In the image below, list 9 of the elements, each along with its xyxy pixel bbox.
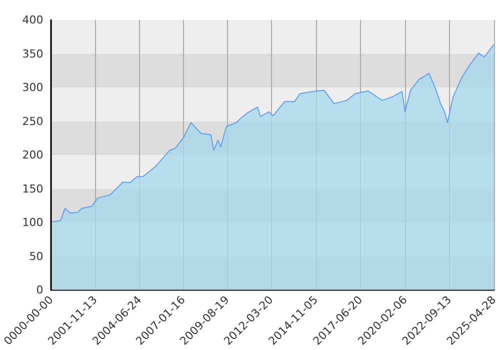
y-tick-label: 0 bbox=[36, 284, 44, 296]
y-tick-label: 100 bbox=[22, 216, 44, 229]
y-tick-label: 350 bbox=[22, 47, 44, 60]
y-tick-label: 300 bbox=[22, 81, 44, 94]
y-tick-label: 150 bbox=[22, 182, 44, 196]
y-tick-label: 200 bbox=[22, 148, 44, 162]
y-tick-label: 50 bbox=[29, 250, 44, 263]
y-tick-label: 400 bbox=[22, 14, 44, 26]
y-tick-label: 250 bbox=[22, 114, 44, 128]
